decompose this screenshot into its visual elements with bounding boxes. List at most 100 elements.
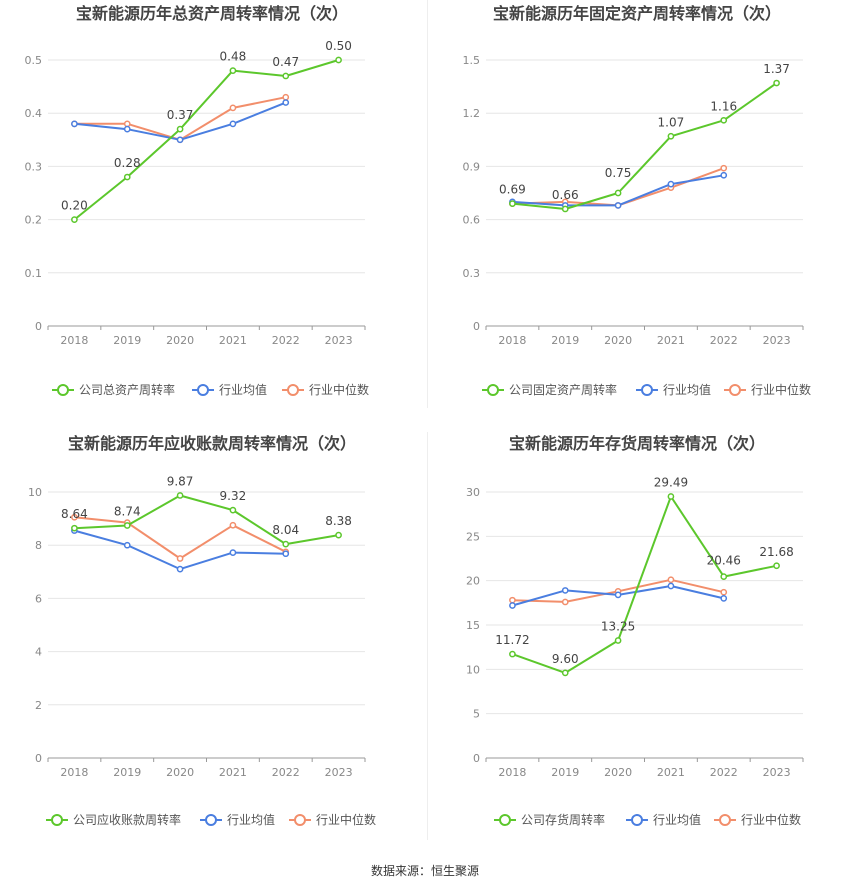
x-tick-label: 2023 [763, 766, 791, 779]
y-tick-label: 0 [35, 320, 42, 333]
y-tick-label: 0 [473, 752, 480, 765]
data-point-2 [71, 513, 78, 521]
legend-label: 公司总资产周转率 [79, 382, 175, 397]
data-point-2 [176, 555, 184, 562]
legend-label: 行业均值 [219, 382, 267, 397]
chart-total-asset-turnover: 宝新能源历年总资产周转率情况（次） 0 0.1 0.2 0.3 0.4 0.5 2018 201… [25, 4, 370, 397]
legend-swatch-marker [287, 384, 299, 396]
data-point-0 [123, 173, 131, 181]
y-tick-label: 0.6 [463, 214, 481, 227]
data-point-1 [282, 550, 290, 558]
x-tick-label: 2023 [325, 766, 353, 779]
y-tick-label: 8 [35, 539, 42, 552]
data-point-0 [71, 216, 78, 223]
legend-swatch-marker [631, 814, 643, 826]
data-point-0 [229, 506, 237, 514]
legend-label: 行业均值 [653, 812, 701, 827]
data-point-0 [667, 132, 675, 140]
chart-title: 宝新能源历年固定资产周转率情况（次） [493, 4, 781, 23]
panel-divider-bottom [427, 432, 428, 840]
x-tick-label: 2019 [113, 766, 141, 779]
legend-swatch-marker [205, 814, 217, 826]
data-point-2 [561, 598, 569, 606]
data-label: 1.07 [658, 115, 685, 129]
legend-swatch-marker [729, 384, 741, 396]
data-point-1 [667, 180, 675, 188]
data-label: 0.50 [325, 39, 352, 53]
x-tick-label: 2022 [710, 766, 738, 779]
x-tick-label: 2019 [551, 334, 579, 347]
x-tick-label: 2018 [498, 766, 526, 779]
chart-panel-inventory-turnover: 宝新能源历年存货周转率情况（次） 0 5 10 15 20 25 30 2018 2019 2020… [425, 430, 850, 860]
legend-swatch-marker [294, 814, 306, 826]
legend-label: 公司固定资产周转率 [509, 382, 617, 397]
data-point-1 [176, 136, 184, 144]
data-point-0 [71, 524, 78, 532]
data-label: 8.04 [272, 523, 299, 537]
series-line-0 [73, 59, 339, 221]
data-label: 1.16 [710, 99, 737, 113]
data-label: 0.28 [114, 156, 141, 170]
data-point-1 [282, 99, 290, 106]
x-tick-label: 2019 [551, 766, 579, 779]
y-tick-label: 1.2 [463, 107, 481, 120]
chart-panel-receivables-turnover: 宝新能源历年应收账款周转率情况（次） 0 2 4 6 8 10 2018 2019 2020 202… [0, 430, 425, 860]
data-label: 29.49 [654, 476, 688, 490]
y-tick-label: 1.5 [463, 54, 481, 67]
x-tick-label: 2022 [710, 334, 738, 347]
chart-panel-fixed-asset-turnover: 宝新能源历年固定资产周转率情况（次） 0 0.3 0.6 0.9 1.2 1.5 2018 20… [425, 0, 850, 430]
x-tick-label: 2020 [604, 766, 632, 779]
x-tick-label: 2021 [657, 766, 685, 779]
panel-divider-top [427, 0, 428, 408]
data-point-1 [614, 202, 622, 209]
data-label: 8.38 [325, 514, 352, 528]
data-label: 20.46 [707, 554, 741, 568]
data-point-1 [667, 582, 675, 590]
chart-fixed-asset-turnover: 宝新能源历年固定资产周转率情况（次） 0 0.3 0.6 0.9 1.2 1.5 2018 20… [463, 4, 812, 397]
y-tick-label: 10 [28, 486, 42, 499]
legend-label: 行业中位数 [741, 812, 801, 827]
data-point-0 [335, 56, 342, 64]
data-label: 11.72 [495, 633, 529, 647]
x-tick-label: 2021 [219, 766, 247, 779]
x-tick-label: 2023 [325, 334, 353, 347]
data-label: 0.37 [167, 108, 194, 122]
data-point-0 [176, 492, 184, 499]
x-tick-label: 2020 [604, 334, 632, 347]
data-point-2 [229, 521, 237, 529]
y-tick-label: 0.3 [463, 267, 481, 280]
data-label: 9.32 [220, 489, 247, 503]
x-tick-label: 2020 [166, 334, 194, 347]
legend-swatch-marker [57, 384, 69, 396]
data-point-2 [229, 104, 237, 112]
data-point-0 [509, 650, 516, 658]
data-point-0 [720, 573, 728, 580]
data-point-1 [720, 595, 728, 602]
y-tick-label: 0.3 [25, 160, 43, 173]
series-line-0 [74, 494, 339, 546]
data-point-0 [561, 669, 569, 677]
data-point-1 [176, 565, 184, 573]
x-tick-label: 2018 [60, 766, 88, 779]
legend-swatch-marker [51, 814, 63, 826]
y-tick-label: 30 [466, 486, 480, 499]
y-tick-label: 0.5 [25, 54, 43, 67]
legend-label: 行业中位数 [309, 382, 369, 397]
data-point-1 [614, 591, 622, 599]
legend-swatch-marker [197, 384, 209, 396]
data-point-2 [282, 93, 290, 101]
legend-label: 行业中位数 [751, 382, 811, 397]
chart-inventory-turnover: 宝新能源历年存货周转率情况（次） 0 5 10 15 20 25 30 2018 2019 2020… [466, 434, 804, 827]
legend-label: 行业中位数 [316, 812, 376, 827]
data-source-note: 数据来源：恒生聚源 [370, 864, 479, 878]
x-tick-label: 2021 [219, 334, 247, 347]
data-point-0 [176, 125, 184, 133]
chart-title: 宝新能源历年存货周转率情况（次） [509, 434, 765, 453]
series-line-0 [512, 495, 777, 674]
data-point-1 [71, 120, 78, 128]
data-label: 1.37 [763, 62, 790, 76]
y-tick-label: 2 [35, 699, 42, 712]
data-point-1 [123, 125, 131, 133]
data-point-2 [667, 576, 675, 584]
data-point-0 [123, 522, 131, 529]
